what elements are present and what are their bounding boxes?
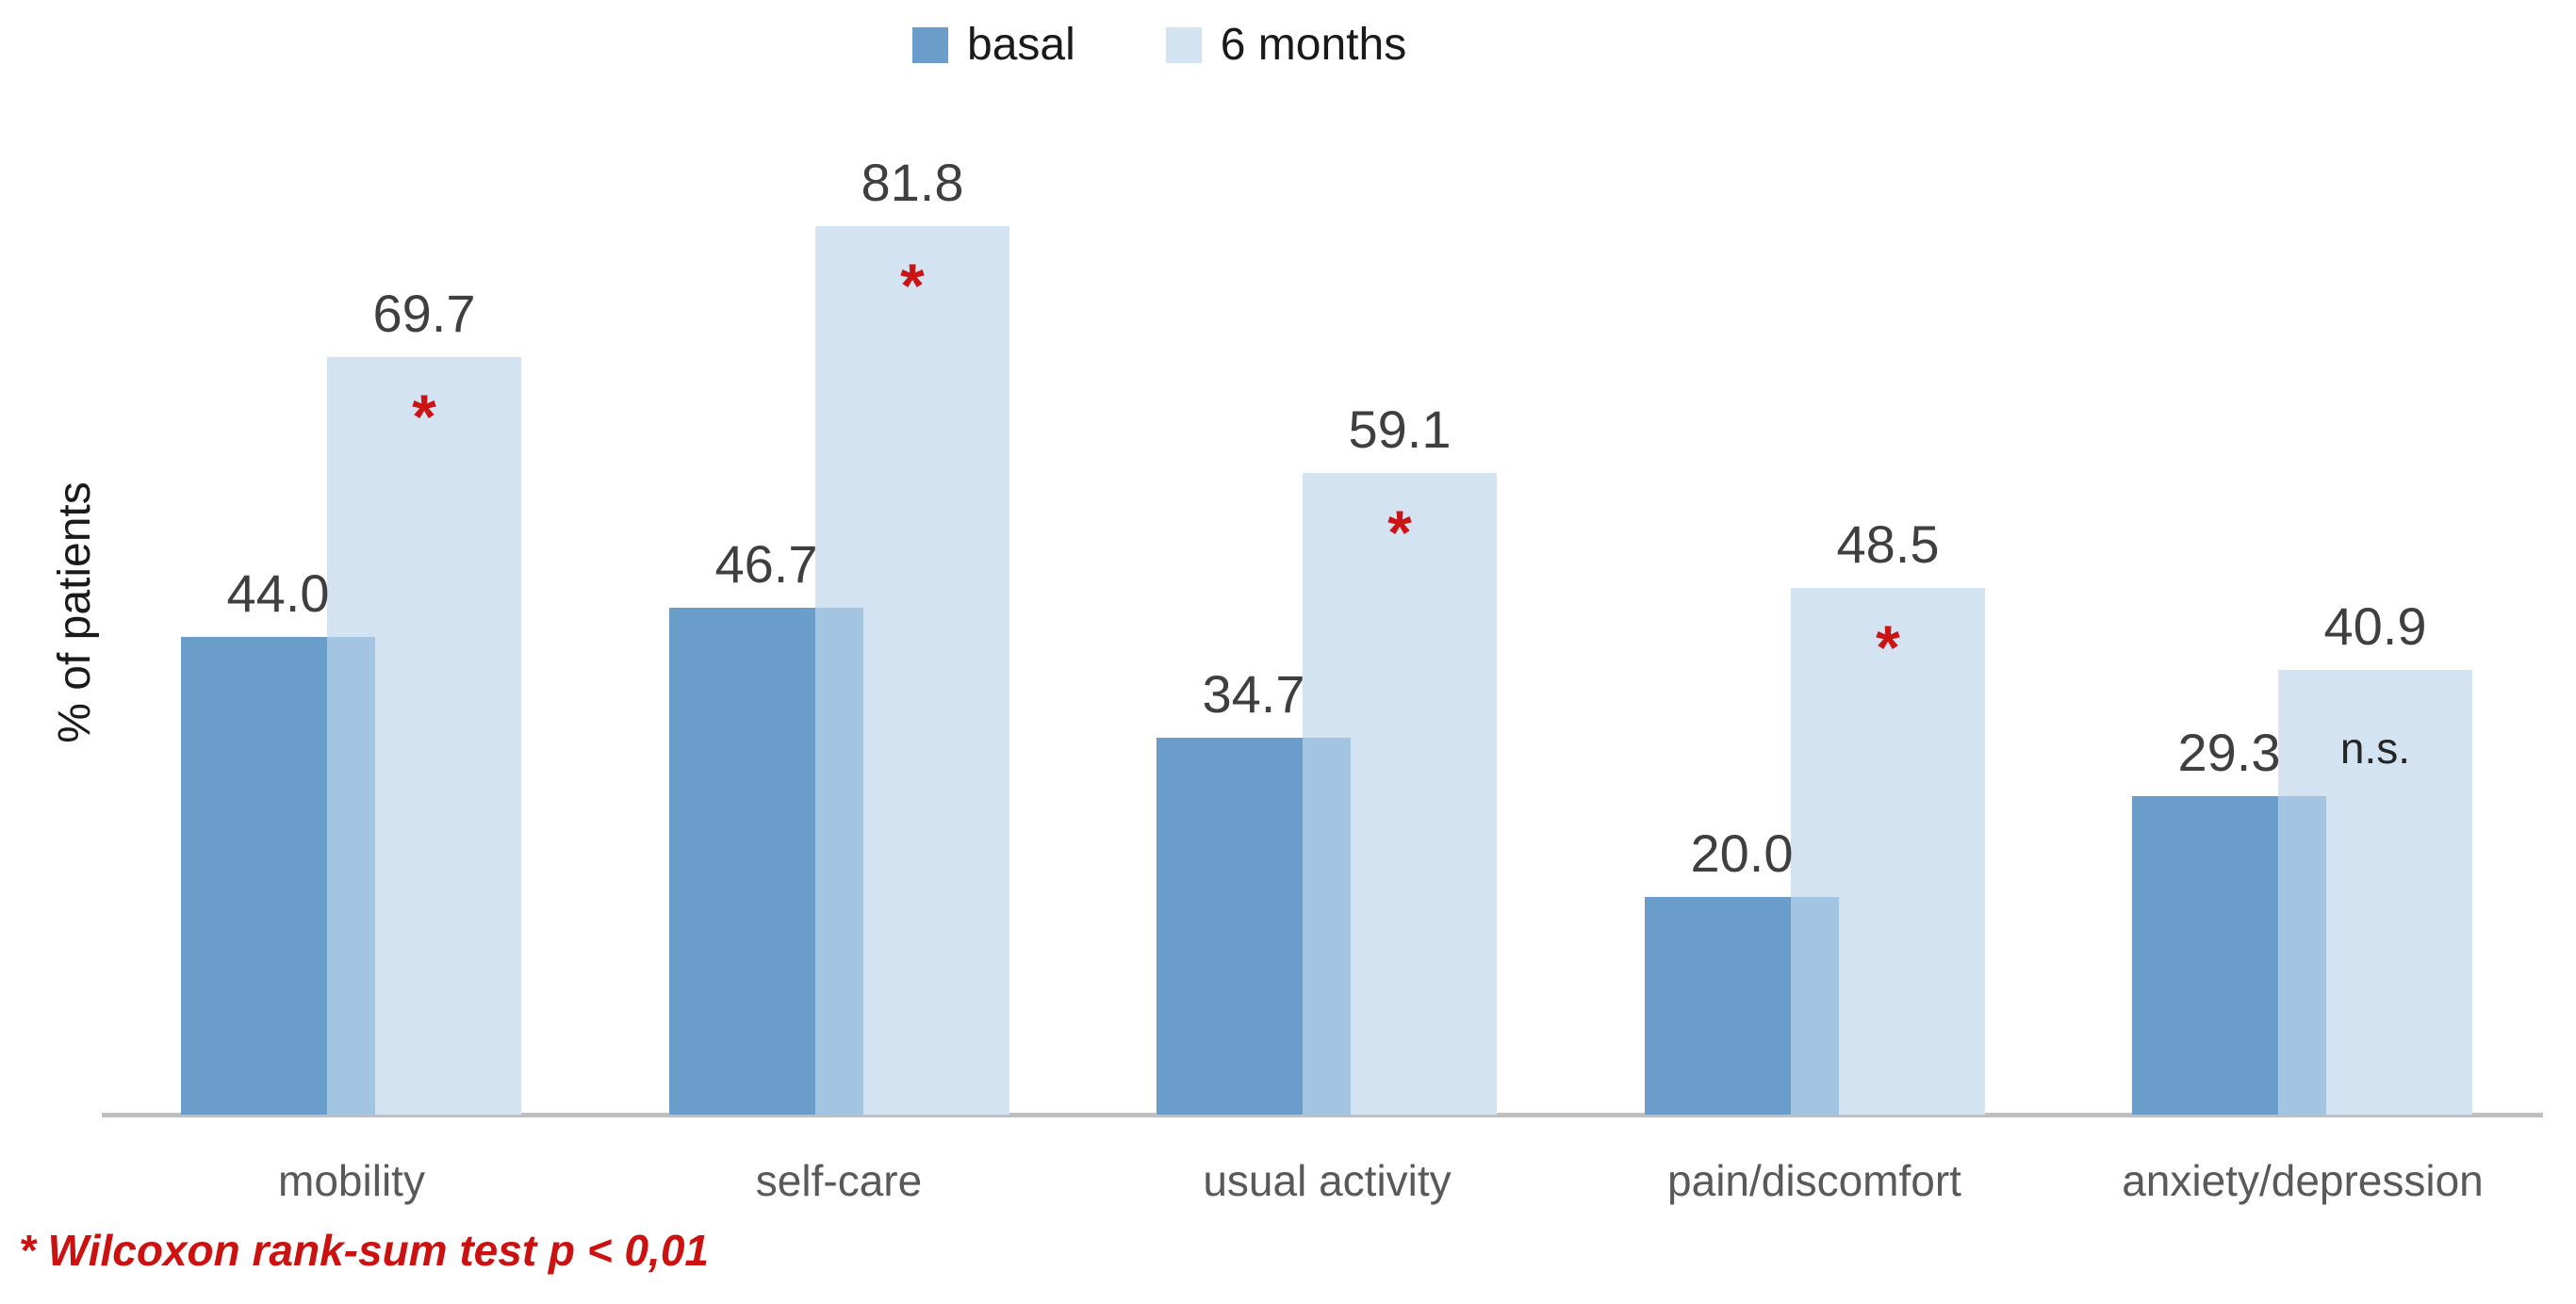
bar-group-usual-activity: 34.7 59.1 * (1157, 28, 1497, 1115)
significance-marker: * (1387, 497, 1412, 567)
value-label-6months: 48.5 (1836, 514, 1940, 574)
plot-area: 44.0 69.7 * 46.7 81.8 * 34.7 59.1 * 20.0… (181, 28, 2474, 1115)
category-label-usual-activity: usual activity (1203, 1156, 1452, 1205)
y-axis-title: % of patients (50, 481, 100, 743)
category-label-pain-discomfort: pain/discomfort (1667, 1156, 1961, 1205)
legend: basal 6 months (912, 23, 1406, 68)
value-label-basal: 20.0 (1690, 823, 1794, 883)
bar-overlap (2278, 796, 2326, 1115)
category-label-mobility: mobility (278, 1156, 425, 1205)
value-label-basal: 29.3 (2177, 723, 2281, 782)
significance-marker: * (1876, 612, 1900, 682)
bar-overlap (1791, 897, 1839, 1115)
legend-swatch-6months (1165, 27, 1202, 63)
bar-overlap (815, 608, 863, 1115)
category-label-anxiety-depression: anxiety/depression (2122, 1156, 2484, 1205)
value-label-basal: 46.7 (714, 534, 818, 594)
value-label-6months: 69.7 (372, 284, 476, 343)
significance-marker: * (900, 251, 925, 320)
legend-label-6months: 6 months (1220, 20, 1407, 70)
value-label-basal: 34.7 (1202, 664, 1305, 724)
value-label-6months: 59.1 (1348, 399, 1452, 459)
bar-overlap (1303, 738, 1351, 1115)
bar-overlap (327, 637, 375, 1115)
category-label-self-care: self-care (755, 1156, 923, 1205)
bar-group-self-care: 46.7 81.8 * (669, 28, 1009, 1115)
footnote: * Wilcoxon rank-sum test p < 0,01 (19, 1226, 709, 1275)
legend-swatch-basal (912, 27, 948, 63)
bar-group-pain-discomfort: 20.0 48.5 * (1645, 28, 1985, 1115)
legend-item-6months: 6 months (1165, 20, 1407, 70)
bar-group-anxiety-depression: 29.3 40.9 n.s. (2132, 28, 2472, 1115)
value-label-basal: 44.0 (226, 563, 330, 623)
x-axis-line (102, 1113, 2543, 1117)
value-label-6months: 81.8 (861, 153, 964, 212)
significance-marker: n.s. (2339, 724, 2411, 773)
legend-label-basal: basal (967, 20, 1075, 70)
value-label-6months: 40.9 (2323, 596, 2427, 656)
significance-marker: * (412, 382, 436, 451)
bar-group-mobility: 44.0 69.7 * (181, 28, 521, 1115)
legend-item-basal: basal (912, 23, 1075, 68)
